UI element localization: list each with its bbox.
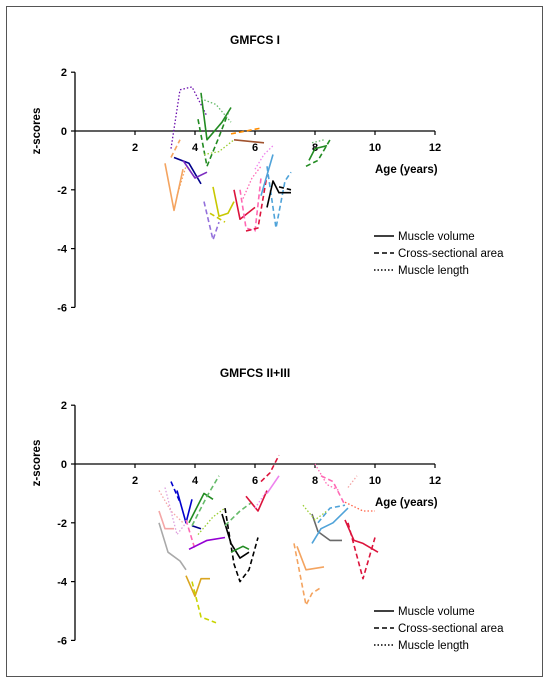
series-line-solid xyxy=(188,536,226,551)
series-line-solid xyxy=(233,189,256,220)
y-tick-label: 2 xyxy=(61,67,67,79)
legend-label-cross-sectional-area: Cross-sectional area xyxy=(398,623,504,635)
series-line-dotted xyxy=(200,98,232,123)
series-line-dotted xyxy=(314,463,340,492)
x-tick-label: 4 xyxy=(192,142,199,154)
series-line-dashed xyxy=(260,454,280,483)
series-line-dashed xyxy=(191,581,217,624)
x-tick-label: 2 xyxy=(132,142,138,154)
series-line-solid xyxy=(185,575,210,598)
y-tick-label: -6 xyxy=(57,302,67,314)
legend-label-muscle-length: Muscle length xyxy=(398,265,469,277)
series-line-solid xyxy=(158,510,174,530)
series-line-dashed xyxy=(245,174,268,232)
series-line-solid xyxy=(296,546,325,571)
series-line-dotted xyxy=(203,139,235,156)
y-tick-label: -4 xyxy=(57,577,68,589)
y-axis-label: z-scores xyxy=(31,108,43,155)
series-line-solid xyxy=(212,186,235,218)
series-line-dashed xyxy=(305,139,331,168)
series-line-dashed xyxy=(230,127,262,135)
series-line-solid xyxy=(191,524,202,530)
figure-frame xyxy=(6,6,543,677)
series-line-dashed xyxy=(320,475,346,506)
series-line-dashed xyxy=(317,504,346,524)
legend-label-muscle-length: Muscle length xyxy=(398,640,469,652)
x-tick-label: 10 xyxy=(369,142,381,154)
series-line-dashed xyxy=(170,481,181,503)
series-line-solid xyxy=(311,513,342,542)
x-axis-label: Age (years) xyxy=(375,164,438,176)
series-line-solid xyxy=(266,475,280,494)
series-line-dotted xyxy=(170,86,208,149)
series-line-solid xyxy=(176,490,193,524)
x-tick-label: 12 xyxy=(429,475,441,487)
x-tick-label: 6 xyxy=(252,142,258,154)
series-line-solid xyxy=(233,139,265,144)
series-line-dotted xyxy=(176,166,187,196)
legend-label-cross-sectional-area: Cross-sectional area xyxy=(398,248,504,260)
series-line-dotted xyxy=(254,145,274,170)
series-line-solid xyxy=(266,180,291,208)
series-line-solid xyxy=(260,154,274,196)
series-line-dashed xyxy=(185,519,196,550)
series-line-solid xyxy=(164,163,184,212)
chart-title: GMFCS I xyxy=(230,33,280,47)
series-line-dashed xyxy=(197,113,229,168)
series-line-dashed xyxy=(278,186,292,191)
y-tick-label: 0 xyxy=(61,126,67,138)
series-line-solid xyxy=(188,492,214,524)
y-tick-label: 0 xyxy=(61,459,67,471)
y-axis-label: z-scores xyxy=(31,440,43,487)
series-line-dashed xyxy=(209,212,226,223)
chart-panel-gmfcs-i: GMFCS I z-scores Age (years) Muscle volu… xyxy=(31,33,504,314)
series-line-dashed xyxy=(239,177,262,232)
x-tick-label: 10 xyxy=(369,475,381,487)
series-line-dashed xyxy=(347,522,376,580)
series-line-dashed xyxy=(266,166,292,229)
series-line-dotted xyxy=(302,504,328,521)
series-line-dashed xyxy=(170,139,181,158)
legend-label-muscle-volume: Muscle volume xyxy=(398,231,475,243)
chart-title: GMFCS II+III xyxy=(220,366,290,380)
series-line-solid xyxy=(311,507,349,544)
series-line-solid xyxy=(344,519,379,553)
y-tick-label: -6 xyxy=(57,635,67,647)
series-line-dashed xyxy=(224,501,253,527)
series-line-solid xyxy=(200,92,232,141)
series-line-dotted xyxy=(344,501,375,512)
y-tick-label: 2 xyxy=(61,400,67,412)
x-tick-label: 2 xyxy=(132,475,138,487)
series-line-solid xyxy=(230,545,250,553)
series-line-dotted xyxy=(242,165,262,199)
x-tick-label: 6 xyxy=(252,475,258,487)
series-line-dotted xyxy=(158,490,184,524)
x-tick-label: 8 xyxy=(312,475,318,487)
series-line-dotted xyxy=(347,475,358,488)
series-line-solid xyxy=(182,159,208,179)
x-tick-label: 12 xyxy=(429,142,441,154)
x-tick-label: 4 xyxy=(192,475,199,487)
series-line-dashed xyxy=(203,201,220,241)
series-line-dashed xyxy=(191,475,220,527)
series-line-solid xyxy=(173,156,202,185)
chart-panel-gmfcs-ii-iii: GMFCS II+III z-scores Age (years) Muscle… xyxy=(31,366,504,652)
series-line-dotted xyxy=(197,507,226,536)
series-line-solid xyxy=(245,490,268,512)
y-tick-label: -2 xyxy=(57,185,67,197)
y-tick-label: -4 xyxy=(57,244,68,256)
series-line-dashed xyxy=(293,543,322,606)
series-line-solid xyxy=(221,513,250,559)
series-line-solid xyxy=(308,144,328,161)
legend-label-muscle-volume: Muscle volume xyxy=(398,606,475,618)
series-line-dotted xyxy=(254,490,268,509)
series-line-solid xyxy=(158,522,187,571)
x-axis-label: Age (years) xyxy=(375,497,438,509)
series-line-dashed xyxy=(224,507,259,583)
y-tick-label: -2 xyxy=(57,518,67,530)
